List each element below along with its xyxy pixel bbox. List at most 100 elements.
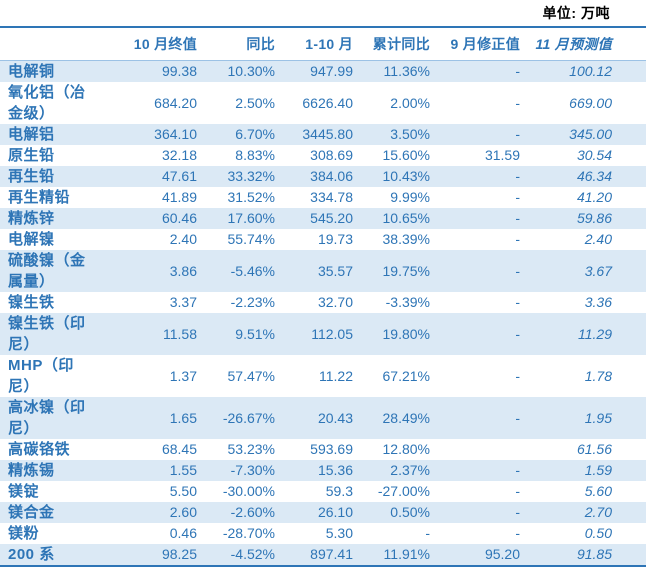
cell: 55.74%	[227, 231, 275, 247]
row-spacer	[612, 397, 646, 439]
cell: 31.59	[484, 147, 520, 163]
cell: 5.50	[169, 483, 197, 499]
table-header: 10 月终值 同比 1-10 月 累计同比 9 月修正值 11 月预测值	[0, 27, 646, 61]
cell	[430, 439, 520, 460]
cell: 10.43%	[353, 166, 430, 187]
cell: 60.46	[112, 208, 197, 229]
cell: -	[515, 483, 520, 499]
header-row: 10 月终值 同比 1-10 月 累计同比 9 月修正值 11 月预测值	[0, 27, 646, 61]
cell: 10.65%	[353, 208, 430, 229]
cell: -	[515, 294, 520, 310]
table-row: 氧化铝（冶 金级） 684.20 2.50% 6626.40 2.00% - 669.00	[0, 82, 646, 124]
cell: -27.00%	[377, 483, 430, 499]
table-row: 高冰镍（印 尼） 1.65 -26.67% 20.43 28.49% -1.95	[0, 397, 646, 439]
cell: 19.73	[317, 231, 353, 247]
cell: -	[515, 525, 520, 541]
row-label: 氧化铝（冶 金级）	[8, 84, 86, 122]
table-row: 电解铜 99.38 10.30% 947.99 11.36% -100.12	[0, 60, 646, 82]
cell: 15.36	[275, 460, 353, 481]
cell: 2.50%	[235, 94, 275, 111]
cell: 6626.40	[302, 94, 353, 111]
row-spacer	[612, 355, 646, 397]
cell: 15.60%	[382, 147, 430, 163]
row-label: MHP（印 尼）	[8, 357, 74, 395]
cell: 545.20	[275, 208, 353, 229]
row-label: 电解铜	[0, 60, 112, 82]
cell: 11.29	[520, 313, 612, 355]
cell: 46.34	[520, 166, 612, 187]
column-header-yoy: 同比	[197, 27, 275, 61]
cell: 0.46	[169, 525, 197, 541]
cell: 2.40	[169, 231, 197, 247]
column-header-cumulative-yoy: 累计同比	[353, 27, 430, 61]
row-label: 原生铅	[8, 147, 55, 164]
cell: -	[430, 60, 520, 82]
table-row: 镁粉 0.46 -28.70% 5.30 - - 0.50	[0, 523, 646, 544]
cell: 3.67	[520, 250, 612, 292]
cell: 384.06	[275, 166, 353, 187]
row-label: 高冰镍（印 尼）	[0, 397, 112, 439]
cell: 19.75%	[353, 250, 430, 292]
row-label: 镁粉	[8, 525, 40, 542]
cell: 669.00	[569, 94, 612, 111]
table-row: 镁合金 2.60 -2.60% 26.10 0.50% -2.70	[0, 502, 646, 523]
cell: -	[430, 397, 520, 439]
cell: -	[430, 124, 520, 145]
cell: 11.36%	[353, 60, 430, 82]
row-label: 镁锭	[8, 483, 40, 500]
cell: 28.49%	[353, 397, 430, 439]
cell: 593.69	[310, 441, 353, 457]
cell: 3.36	[584, 294, 612, 310]
cell: -	[515, 94, 520, 111]
cell: 41.20	[576, 189, 612, 205]
cell: 6.70%	[197, 124, 275, 145]
cell: 41.89	[161, 189, 197, 205]
cell: 67.21%	[382, 367, 430, 384]
table-row: 电解镍 2.40 55.74% 19.73 38.39% - 2.40	[0, 229, 646, 250]
cell: 32.18	[161, 147, 197, 163]
cell: 8.83%	[235, 147, 275, 163]
row-label-header	[0, 27, 112, 61]
row-spacer	[612, 208, 646, 229]
cell: -26.67%	[197, 397, 275, 439]
cell: 20.43	[275, 397, 353, 439]
table-row: 再生精铅 41.89 31.52% 334.78 9.99% - 41.20	[0, 187, 646, 208]
cell: 1.78	[584, 367, 612, 384]
row-label: 镁合金	[0, 502, 112, 523]
table-row: 镍生铁 3.37 -2.23% 32.70 -3.39% - 3.36	[0, 292, 646, 313]
row-spacer	[612, 292, 646, 313]
row-label: 精炼锌	[0, 208, 112, 229]
cell: 3445.80	[275, 124, 353, 145]
row-spacer	[612, 187, 646, 208]
row-spacer	[612, 250, 646, 292]
metals-production-table: 10 月终值 同比 1-10 月 累计同比 9 月修正值 11 月预测值 电解铜…	[0, 26, 646, 567]
cell: 35.57	[275, 250, 353, 292]
cell: 0.50	[584, 525, 612, 541]
cell: 30.54	[576, 147, 612, 163]
table-body: 电解铜 99.38 10.30% 947.99 11.36% -100.12 氧化铝（冶 金…	[0, 60, 646, 566]
cell: 19.80%	[353, 313, 430, 355]
row-spacer	[612, 145, 646, 166]
cell: -2.23%	[230, 294, 275, 310]
table-row: MHP（印 尼） 1.37 57.47% 11.22 67.21% - 1.78	[0, 355, 646, 397]
row-spacer	[612, 523, 646, 544]
cell: -7.30%	[197, 460, 275, 481]
table-row: 高碳铬铁 68.45 53.23% 593.69 12.80% 61.56	[0, 439, 646, 460]
cell: 32.70	[317, 294, 353, 310]
table-row: 镁锭 5.50 -30.00% 59.3 -27.00% - 5.60	[0, 481, 646, 502]
row-label: 高碳铬铁	[8, 441, 71, 458]
cell: 53.23%	[227, 441, 275, 457]
cell: 12.80%	[382, 441, 430, 457]
table-row: 精炼锡 1.55 -7.30% 15.36 2.37% -1.59	[0, 460, 646, 481]
row-spacer	[612, 502, 646, 523]
cell: 1.65	[112, 397, 197, 439]
cell: 68.45	[161, 441, 197, 457]
cell: 0.50%	[353, 502, 430, 523]
cell: 2.00%	[390, 94, 430, 111]
cell: 684.20	[154, 94, 197, 111]
header-spacer	[612, 27, 646, 61]
cell: -	[430, 313, 520, 355]
row-label: 电解镍	[8, 231, 55, 248]
cell: 1.59	[520, 460, 612, 481]
